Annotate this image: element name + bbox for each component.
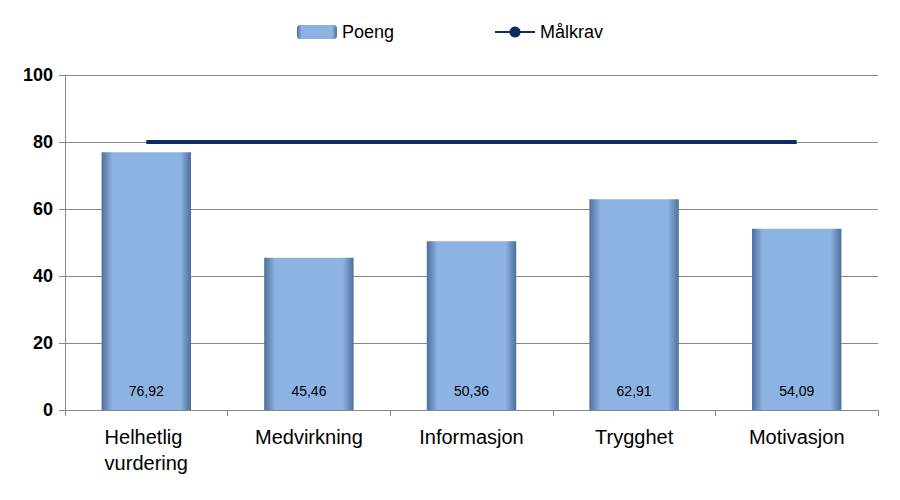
svg-text:80: 80	[33, 132, 53, 152]
svg-text:40: 40	[33, 266, 53, 286]
svg-text:54,09: 54,09	[779, 383, 814, 399]
svg-text:Trygghet: Trygghet	[595, 426, 674, 448]
svg-text:Poeng: Poeng	[342, 22, 394, 42]
svg-text:Motivasjon: Motivasjon	[749, 426, 845, 448]
svg-text:60: 60	[33, 199, 53, 219]
svg-text:50,36: 50,36	[454, 383, 489, 399]
svg-text:45,46: 45,46	[291, 383, 326, 399]
svg-text:100: 100	[23, 65, 53, 85]
svg-text:0: 0	[43, 400, 53, 420]
svg-text:62,91: 62,91	[617, 383, 652, 399]
svg-text:Helhetlig: Helhetlig	[105, 426, 188, 448]
svg-text:vurdering: vurdering	[105, 452, 188, 474]
svg-text:Medvirkning: Medvirkning	[255, 426, 363, 448]
svg-text:Målkrav: Målkrav	[540, 22, 603, 42]
svg-text:Informasjon: Informasjon	[419, 426, 524, 448]
svg-text:20: 20	[33, 333, 53, 353]
svg-text:76,92: 76,92	[129, 383, 164, 399]
